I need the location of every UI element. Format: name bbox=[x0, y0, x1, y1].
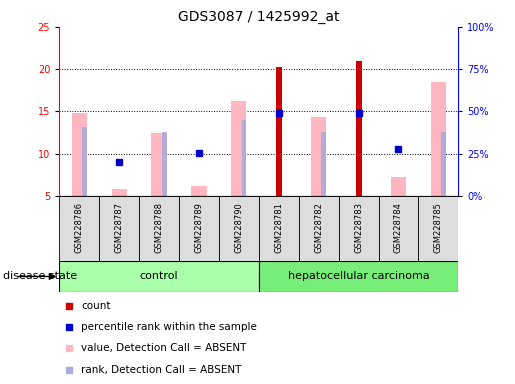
Bar bbox=[379, 196, 418, 261]
Bar bbox=[192, 186, 207, 196]
Text: GSM228785: GSM228785 bbox=[434, 202, 443, 253]
Text: GSM228786: GSM228786 bbox=[75, 202, 83, 253]
Text: disease state: disease state bbox=[3, 271, 77, 281]
Bar bbox=[219, 196, 259, 261]
Bar bbox=[418, 196, 458, 261]
Bar bbox=[321, 132, 326, 196]
Bar bbox=[112, 189, 127, 196]
Bar bbox=[259, 196, 299, 261]
Text: count: count bbox=[81, 301, 111, 311]
Bar bbox=[431, 82, 446, 196]
Text: control: control bbox=[140, 271, 178, 281]
Text: value, Detection Call = ABSENT: value, Detection Call = ABSENT bbox=[81, 343, 247, 354]
Bar bbox=[82, 127, 87, 196]
Text: percentile rank within the sample: percentile rank within the sample bbox=[81, 322, 257, 333]
Bar bbox=[311, 117, 326, 196]
Text: rank, Detection Call = ABSENT: rank, Detection Call = ABSENT bbox=[81, 364, 242, 375]
Text: GSM228783: GSM228783 bbox=[354, 202, 363, 253]
Bar bbox=[99, 196, 139, 261]
Bar bbox=[59, 261, 259, 292]
Bar bbox=[72, 113, 87, 196]
Bar bbox=[441, 132, 446, 196]
Bar bbox=[231, 101, 246, 196]
Bar bbox=[259, 261, 458, 292]
Title: GDS3087 / 1425992_at: GDS3087 / 1425992_at bbox=[178, 10, 339, 25]
Bar bbox=[179, 196, 219, 261]
Text: GSM228782: GSM228782 bbox=[314, 202, 323, 253]
Text: GSM228788: GSM228788 bbox=[154, 202, 163, 253]
Bar bbox=[355, 61, 362, 196]
Bar bbox=[391, 177, 406, 196]
Bar bbox=[339, 196, 379, 261]
Text: hepatocellular carcinoma: hepatocellular carcinoma bbox=[288, 271, 430, 281]
Bar bbox=[162, 132, 166, 196]
Text: GSM228787: GSM228787 bbox=[115, 202, 124, 253]
Bar bbox=[242, 120, 246, 196]
Bar bbox=[299, 196, 339, 261]
Bar bbox=[151, 133, 166, 196]
Text: GSM228781: GSM228781 bbox=[274, 202, 283, 253]
Text: GSM228784: GSM228784 bbox=[394, 202, 403, 253]
Bar bbox=[139, 196, 179, 261]
Text: GSM228789: GSM228789 bbox=[195, 202, 203, 253]
Bar bbox=[276, 66, 282, 196]
Text: GSM228790: GSM228790 bbox=[234, 202, 243, 253]
Bar bbox=[59, 196, 99, 261]
